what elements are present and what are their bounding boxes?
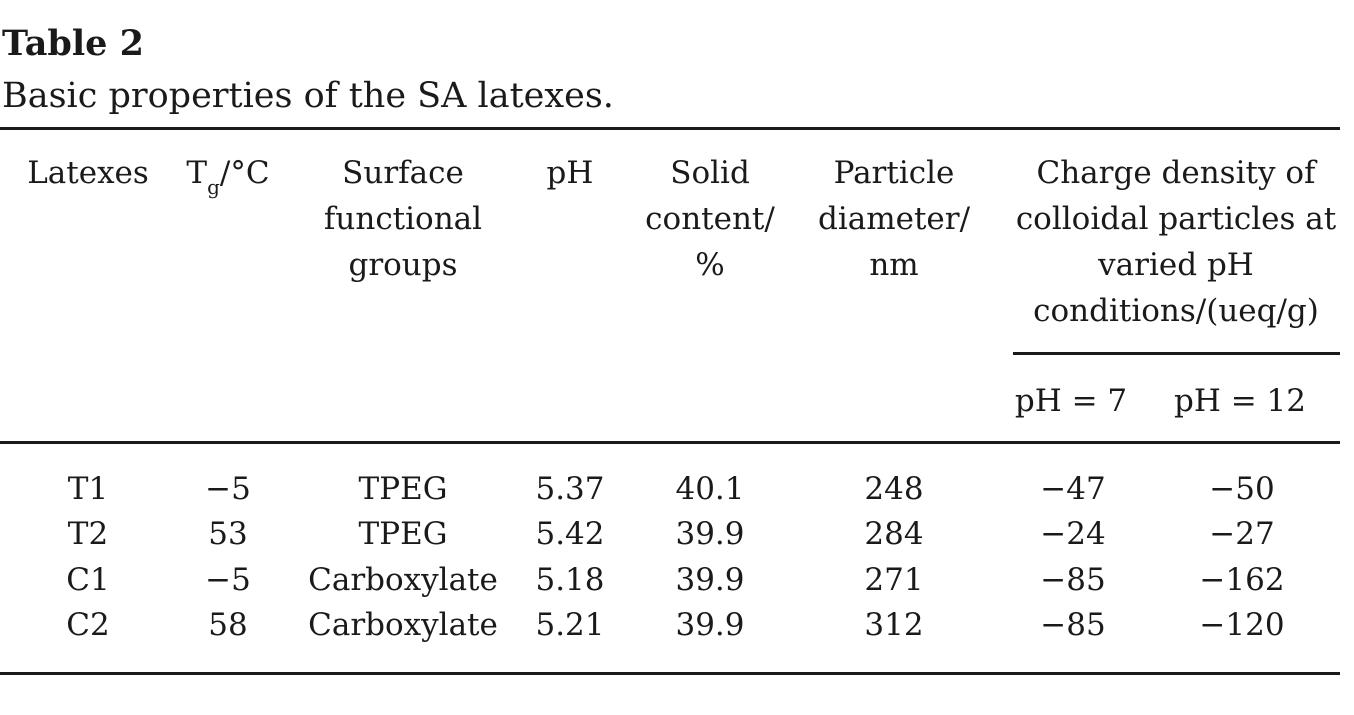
cell-ph: 5.37 [535, 471, 605, 507]
header-particle-line-1: Particle [833, 155, 955, 191]
cell-diameter: 284 [864, 516, 924, 552]
header-particle-line-3: nm [869, 247, 919, 283]
header-solid: Solid content/ % [645, 150, 775, 288]
cell-surface: TPEG [358, 471, 448, 507]
cell-solid: 40.1 [675, 471, 745, 507]
header-surface-line-2: functional [323, 201, 483, 237]
table-caption-title: Basic properties of the SA latexes. [2, 76, 614, 116]
header-charge-line-1: Charge density of [1036, 155, 1316, 191]
cell-tg: 58 [208, 607, 248, 643]
cell-latex: C1 [66, 562, 110, 598]
charge-subheader-rule [1013, 352, 1340, 355]
header-charge-line-4: conditions/(ueq/g) [1033, 293, 1319, 329]
cell-surface: Carboxylate [308, 562, 498, 598]
cell-charge-ph12: −162 [1199, 562, 1285, 598]
cell-tg: −5 [205, 471, 251, 507]
header-tg-subscript: g [207, 175, 220, 200]
header-bottom-rule [0, 441, 1340, 444]
cell-latex: C2 [66, 607, 110, 643]
header-charge: Charge density of colloidal particles at… [1016, 150, 1336, 334]
header-ph: pH [546, 155, 594, 191]
header-solid-line-2: content/ [645, 201, 775, 237]
cell-diameter: 271 [864, 562, 924, 598]
table-bottom-rule [0, 672, 1340, 675]
header-solid-line-1: Solid [670, 155, 750, 191]
header-charge-line-2: colloidal particles at [1015, 201, 1337, 237]
header-solid-line-3: % [695, 247, 725, 283]
header-ph12: pH = 12 [1173, 383, 1307, 419]
cell-charge-ph12: −50 [1209, 471, 1275, 507]
cell-surface: TPEG [358, 516, 448, 552]
cell-diameter: 248 [864, 471, 924, 507]
cell-charge-ph7: −47 [1040, 471, 1106, 507]
cell-ph: 5.18 [535, 562, 605, 598]
header-tg-unit: /°C [219, 155, 270, 191]
table-top-rule [0, 127, 1340, 130]
cell-charge-ph12: −27 [1209, 516, 1275, 552]
header-particle: Particle diameter/ nm [818, 150, 970, 288]
table-caption-label: Table 2 [2, 23, 144, 64]
cell-charge-ph12: −120 [1199, 607, 1285, 643]
cell-ph: 5.42 [535, 516, 605, 552]
header-ph7: pH = 7 [1014, 383, 1128, 419]
cell-latex: T2 [67, 516, 109, 552]
cell-ph: 5.21 [535, 607, 605, 643]
header-charge-line-3: varied pH [1098, 247, 1254, 283]
header-tg-main: T [186, 155, 208, 191]
header-tg: Tg/°C [186, 150, 270, 200]
cell-charge-ph7: −85 [1040, 562, 1106, 598]
header-latexes: Latexes [27, 155, 149, 191]
header-surface-line-1: Surface [342, 155, 464, 191]
cell-tg: −5 [205, 562, 251, 598]
cell-diameter: 312 [864, 607, 924, 643]
cell-tg: 53 [208, 516, 248, 552]
cell-solid: 39.9 [675, 562, 745, 598]
cell-charge-ph7: −85 [1040, 607, 1106, 643]
cell-surface: Carboxylate [308, 607, 498, 643]
header-surface: Surface functional groups [324, 150, 482, 288]
header-surface-line-3: groups [348, 247, 458, 283]
cell-charge-ph7: −24 [1040, 516, 1106, 552]
header-particle-line-2: diameter/ [817, 201, 971, 237]
cell-solid: 39.9 [675, 516, 745, 552]
cell-latex: T1 [67, 471, 109, 507]
cell-solid: 39.9 [675, 607, 745, 643]
